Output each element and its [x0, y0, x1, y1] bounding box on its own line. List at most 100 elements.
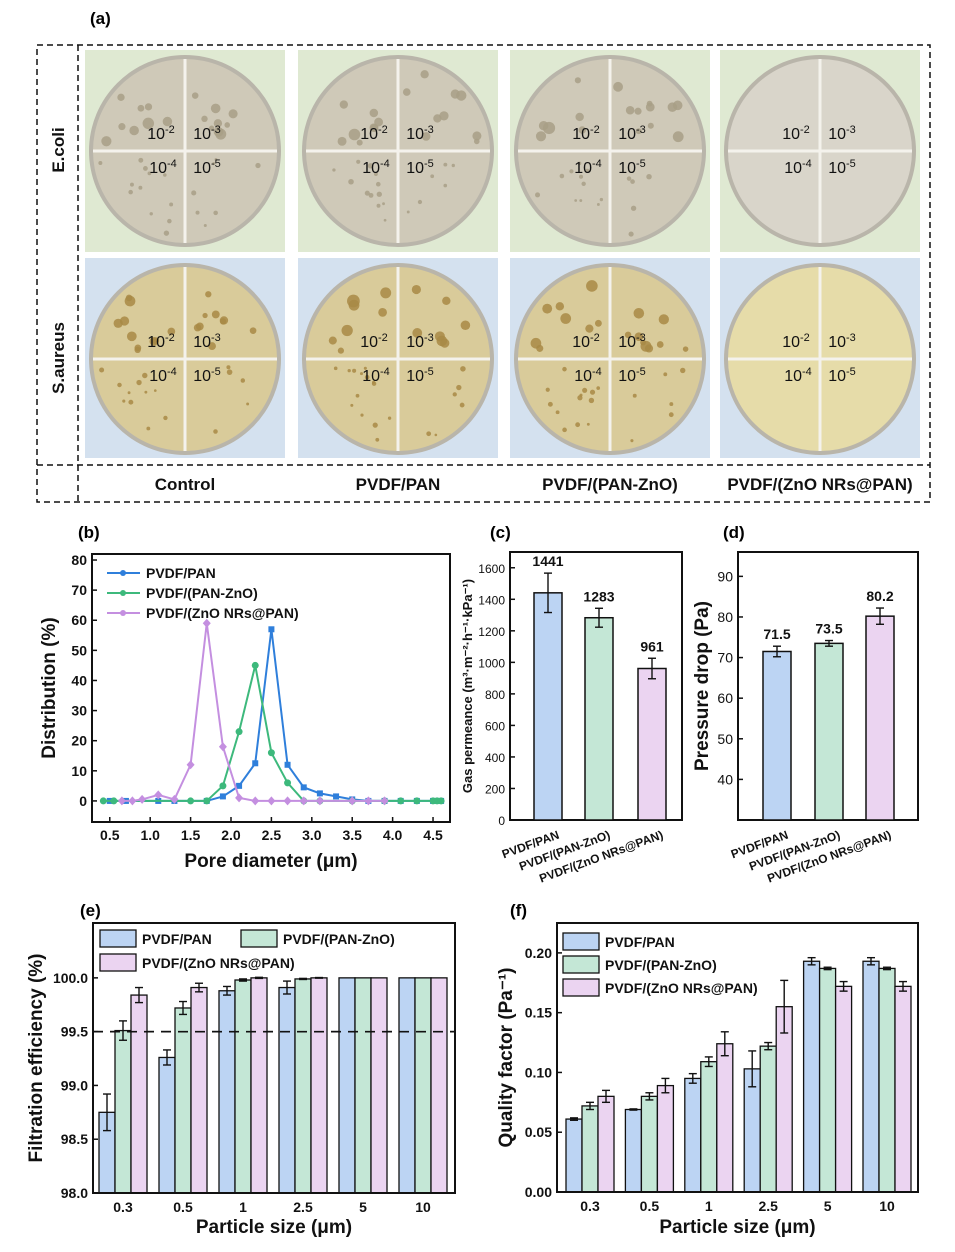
- bacterial-colony: [456, 90, 467, 101]
- x-tick-label: 3.5: [342, 827, 362, 843]
- panel-b-chart: 0 10 20 30 40 50 60 70 80 0.5 1.0 1.5 2.0 2.5 3.0 3.5 4.…: [39, 552, 451, 872]
- bacterial-colony: [367, 163, 374, 169]
- bacterial-colony: [355, 393, 360, 398]
- dilution-exponent: -3: [211, 124, 221, 136]
- data-point: [413, 797, 421, 805]
- bacterial-colony: [213, 119, 223, 128]
- dilution-label: 10-2: [147, 124, 175, 143]
- bacterial-colony: [328, 336, 337, 345]
- bacterial-colony: [417, 199, 423, 205]
- bacterial-colony: [348, 178, 354, 185]
- bar: [716, 1043, 734, 1193]
- data-point: [187, 797, 195, 805]
- y-tick-label: 0: [498, 814, 505, 828]
- bacterial-colony: [630, 439, 634, 443]
- legend-marker: [120, 570, 126, 576]
- dilution-exponent: -2: [800, 124, 810, 136]
- bacterial-colony: [137, 104, 145, 112]
- dilution-exponent: -3: [636, 332, 646, 344]
- bacterial-colony: [149, 336, 159, 346]
- y-tick-label: 200: [485, 782, 505, 796]
- bacterial-colony: [439, 111, 449, 121]
- panel-label-f: (f): [510, 901, 527, 920]
- data-point: [186, 760, 195, 770]
- y-axis-title: Gas permeance (m³·m⁻²·h⁻¹·kPa⁻¹): [460, 579, 475, 793]
- bacterial-colony: [411, 284, 421, 295]
- bar: [597, 1095, 615, 1193]
- bacterial-colony: [356, 159, 361, 164]
- bar: [640, 1095, 659, 1193]
- bar: [581, 1105, 599, 1193]
- bacterial-colony: [632, 393, 637, 398]
- bar: [802, 960, 821, 1193]
- column-label: PVDF/PAN: [356, 475, 441, 494]
- dilution-label: 10-4: [362, 158, 390, 177]
- bacterial-colony: [442, 296, 451, 306]
- dilution-exponent: -4: [802, 366, 812, 378]
- bacterial-colony: [246, 402, 250, 406]
- dilution-exponent: -4: [380, 366, 390, 378]
- bacterial-colony: [374, 172, 378, 176]
- dilution-base: 10: [618, 160, 636, 177]
- bacterial-colony: [434, 433, 438, 437]
- data-point: [267, 749, 275, 757]
- dilution-base: 10: [362, 368, 380, 385]
- bacterial-colony: [443, 162, 448, 167]
- dilution-base: 10: [193, 160, 211, 177]
- dilution-label: 10-5: [828, 158, 856, 177]
- y-tick-label: 70: [71, 582, 87, 598]
- bar: [414, 977, 432, 1194]
- bacterial-colony: [144, 390, 148, 394]
- bacterial-colony: [459, 402, 465, 408]
- bar: [818, 967, 837, 1193]
- data-point: [138, 794, 147, 804]
- data-label: 71.5: [763, 626, 790, 642]
- dilution-base: 10: [406, 160, 424, 177]
- dilution-exponent: -3: [636, 124, 646, 136]
- x-tick-label: 10: [415, 1199, 431, 1215]
- dilution-label: 10-2: [147, 332, 175, 351]
- bacterial-colony: [574, 77, 581, 84]
- bar: [370, 977, 388, 1194]
- data-point: [203, 797, 211, 805]
- dilution-exponent: -2: [165, 332, 175, 344]
- bar: [114, 1029, 132, 1194]
- bacterial-colony: [337, 347, 345, 354]
- y-tick-label: 98.5: [61, 1131, 88, 1147]
- y-tick-label: 20: [71, 733, 87, 749]
- dilution-base: 10: [828, 334, 846, 351]
- dilution-label: 10-2: [782, 124, 810, 143]
- bacterial-colony: [213, 127, 224, 137]
- dilution-base: 10: [784, 160, 802, 177]
- bacterial-colony: [672, 131, 684, 143]
- data-point: [236, 782, 243, 789]
- bacterial-colony: [210, 103, 221, 114]
- legend-label: PVDF/(ZnO NRs@PAN): [142, 955, 295, 971]
- data-point: [251, 661, 259, 669]
- bacterial-colony: [579, 393, 583, 397]
- bar: [294, 978, 312, 1194]
- x-tick-label: 2.5: [758, 1198, 778, 1214]
- bacterial-colony: [193, 323, 202, 332]
- x-tick-label: 3.0: [302, 827, 322, 843]
- bar: [834, 985, 853, 1193]
- x-tick-label: 10: [879, 1198, 895, 1214]
- x-tick-label: 4.0: [383, 827, 403, 843]
- dilution-exponent: -3: [424, 124, 434, 136]
- legend-label: PVDF/(PAN-ZnO): [605, 957, 717, 973]
- bacterial-colony: [633, 307, 645, 319]
- bacterial-colony: [376, 203, 381, 208]
- x-tick-label: 0.3: [113, 1199, 133, 1215]
- data-point: [316, 790, 323, 797]
- panel-label-b: (b): [78, 523, 100, 542]
- bacterial-colony: [226, 365, 231, 370]
- dilution-exponent: -3: [424, 332, 434, 344]
- bacterial-colony: [352, 368, 357, 373]
- bacterial-colony: [369, 108, 379, 118]
- bacterial-colony: [594, 319, 602, 327]
- dilution-exponent: -2: [378, 332, 388, 344]
- bacterial-colony: [575, 422, 581, 428]
- bacterial-colony: [142, 117, 155, 130]
- bacterial-colony: [226, 369, 233, 375]
- y-tick-label: 0.10: [525, 1064, 552, 1080]
